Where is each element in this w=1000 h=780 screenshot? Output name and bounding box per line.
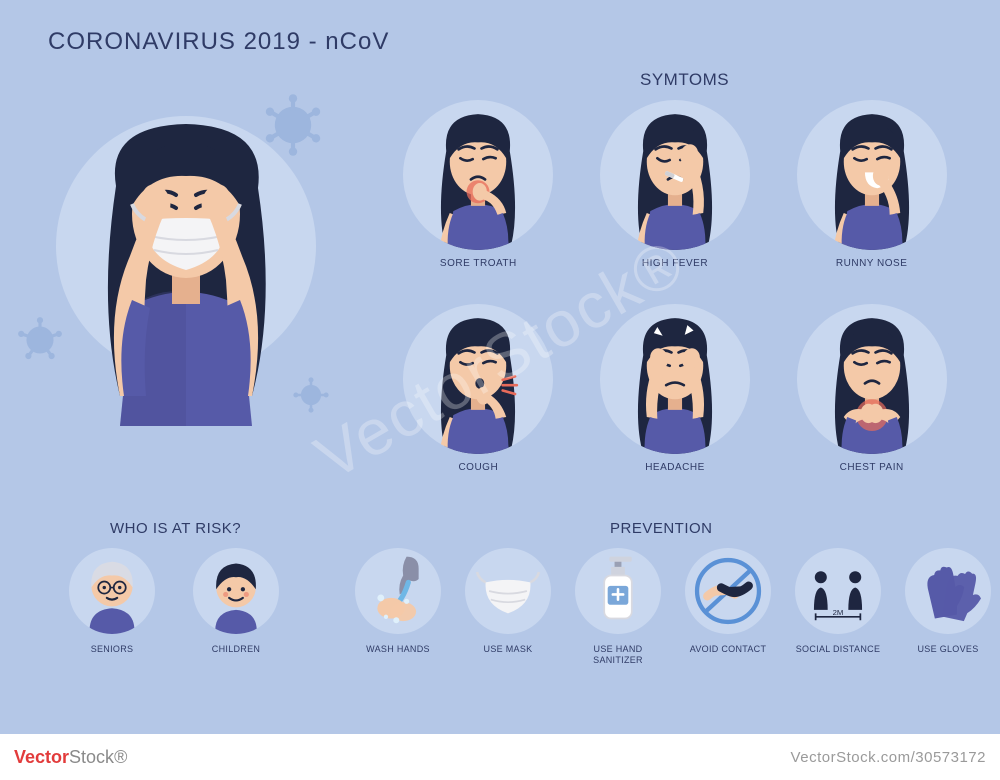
infographic-canvas: CORONAVIRUS 2019 - nCoV bbox=[0, 0, 1000, 780]
symptom-high-fever: HIGH FEVER bbox=[587, 100, 764, 300]
prevention-label: AVOID CONTACT bbox=[690, 644, 767, 655]
risk-row: SENIORS CHILDREN bbox=[64, 548, 284, 655]
risk-icon bbox=[193, 548, 279, 634]
symptom-bubble bbox=[600, 100, 750, 250]
risk-label: SENIORS bbox=[91, 644, 134, 655]
symptoms-grid: SORE TROATH HIGH FEVER bbox=[390, 100, 960, 504]
footer-logo-b: Stock bbox=[69, 747, 114, 767]
symptom-label: HIGH FEVER bbox=[642, 258, 708, 269]
prevention-hand-sanitizer: USE HAND SANITIZER bbox=[570, 548, 666, 666]
symptom-label: RUNNY NOSE bbox=[836, 258, 908, 269]
risk-label: CHILDREN bbox=[212, 644, 260, 655]
use-gloves-icon bbox=[905, 548, 991, 634]
hero-person-icon bbox=[46, 96, 326, 426]
page-title: CORONAVIRUS 2019 - nCoV bbox=[48, 28, 389, 56]
footer-id: VectorStock.com/30573172 bbox=[791, 749, 986, 766]
symptom-bubble bbox=[797, 100, 947, 250]
symptoms-title: SYMTOMS bbox=[640, 70, 729, 90]
hand-sanitizer-icon bbox=[575, 548, 661, 634]
symptom-sore-throat: SORE TROATH bbox=[390, 100, 567, 300]
wash-hands-icon bbox=[355, 548, 441, 634]
prevention-label: SOCIAL DISTANCE bbox=[796, 644, 881, 655]
symptom-cough: COUGH bbox=[390, 304, 567, 504]
social-distance-icon: 2M bbox=[795, 548, 881, 634]
prevention-row: WASH HANDS USE MASK USE HAND SANITIZER A… bbox=[350, 548, 996, 666]
symptom-chest-pain: CHEST PAIN bbox=[783, 304, 960, 504]
footer-bar: VectorStock® VectorStock.com/30573172 bbox=[0, 734, 1000, 780]
symptom-bubble bbox=[403, 100, 553, 250]
prevention-avoid-contact: AVOID CONTACT bbox=[680, 548, 776, 666]
symptom-bubble bbox=[403, 304, 553, 454]
prevention-label: WASH HANDS bbox=[366, 644, 430, 655]
symptom-bubble bbox=[600, 304, 750, 454]
use-mask-icon bbox=[465, 548, 551, 634]
risk-icon bbox=[69, 548, 155, 634]
svg-text:2M: 2M bbox=[833, 608, 844, 617]
prevention-label: USE GLOVES bbox=[917, 644, 978, 655]
hero-figure bbox=[46, 96, 326, 426]
prevention-social-distance: 2M SOCIAL DISTANCE bbox=[790, 548, 886, 666]
prevention-use-gloves: USE GLOVES bbox=[900, 548, 996, 666]
avoid-contact-icon bbox=[685, 548, 771, 634]
risk-children: CHILDREN bbox=[188, 548, 284, 655]
symptom-label: SORE TROATH bbox=[440, 258, 517, 269]
risk-seniors: SENIORS bbox=[64, 548, 160, 655]
symptom-runny-nose: RUNNY NOSE bbox=[783, 100, 960, 300]
symptom-bubble bbox=[797, 304, 947, 454]
prevention-wash-hands: WASH HANDS bbox=[350, 548, 446, 666]
prevention-label: USE MASK bbox=[484, 644, 533, 655]
symptom-label: HEADACHE bbox=[645, 462, 705, 473]
prevention-label: USE HAND SANITIZER bbox=[570, 644, 666, 666]
footer-logo: VectorStock® bbox=[14, 747, 127, 768]
risk-title: WHO IS AT RISK? bbox=[110, 520, 241, 537]
prevention-title: PREVENTION bbox=[610, 520, 713, 537]
prevention-use-mask: USE MASK bbox=[460, 548, 556, 666]
symptom-label: CHEST PAIN bbox=[840, 462, 904, 473]
symptom-label: COUGH bbox=[458, 462, 498, 473]
symptom-headache: HEADACHE bbox=[587, 304, 764, 504]
footer-logo-a: Vector bbox=[14, 747, 69, 767]
